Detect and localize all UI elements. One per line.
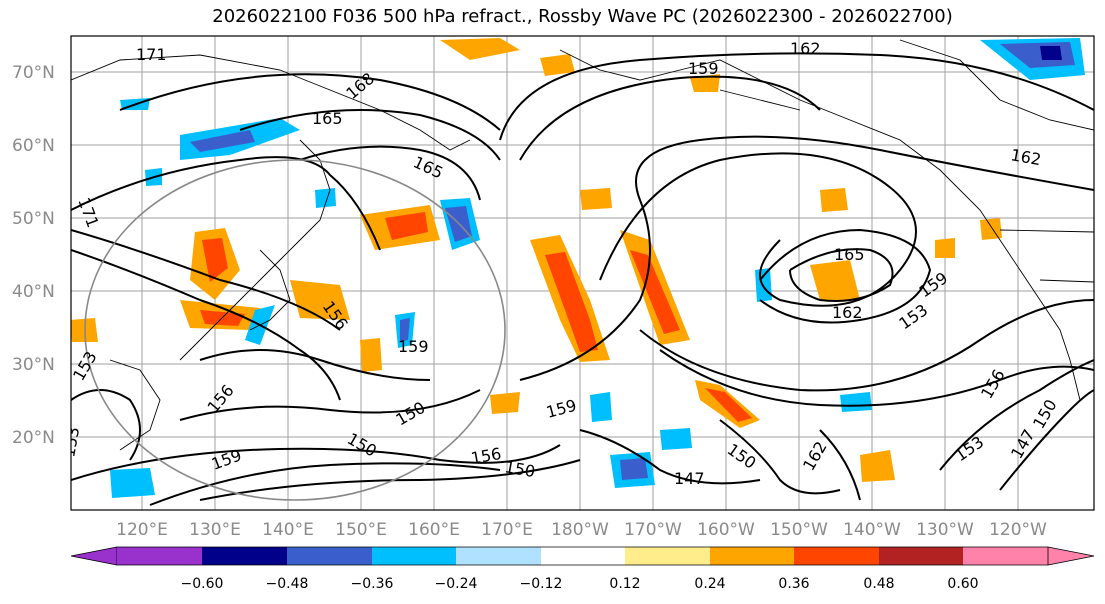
colorbar-segment (541, 547, 625, 565)
colorbar-min-extend (70, 546, 118, 566)
shading-positive (490, 392, 520, 414)
coastlines (71, 39, 1094, 451)
plot-frame (70, 35, 1095, 511)
lon-label: 160°W (697, 520, 755, 540)
shading-positive (690, 74, 720, 92)
colorbar-max-extend (1047, 546, 1095, 566)
contour-label: 171 (136, 45, 167, 64)
contour-label: 165 (834, 245, 865, 264)
contours (71, 52, 1094, 506)
contour-label: 162 (832, 303, 863, 322)
colorbar: −0.60 −0.48 −0.36 −0.24 −0.12 0.12 0.24 … (70, 546, 1095, 592)
colorbar-segment (287, 547, 372, 565)
shading-strong (705, 388, 752, 422)
lon-label: 120°W (989, 520, 1047, 540)
shading-negative (840, 392, 872, 412)
lon-label: 130°W (916, 520, 974, 540)
colorbar-tick: −0.36 (351, 576, 394, 592)
colorbar-tick: −0.60 (181, 576, 224, 592)
shading-positive (580, 188, 612, 210)
shading-very-negative (190, 130, 255, 152)
shading-strong (202, 238, 228, 282)
lon-label: 160°E (408, 520, 460, 540)
colorbar-segment (794, 547, 879, 565)
shading-very-negative (400, 318, 410, 342)
shading-negative (590, 392, 612, 422)
shading-positive (540, 54, 575, 76)
lon-label: 150°E (335, 520, 387, 540)
shading-positive (440, 38, 520, 60)
colorbar-tick: 0.36 (778, 576, 809, 592)
colorbar-tick: −0.24 (435, 576, 478, 592)
shading-positive (810, 260, 860, 300)
colorbar-segment (710, 547, 794, 565)
latitude-labels: 70°N 60°N 50°N 40°N 30°N 20°N (12, 63, 55, 448)
colorbar-tick: 0.12 (609, 576, 640, 592)
shading-negative (110, 468, 155, 498)
map-title: 2026022100 F036 500 hPa refract., Rossby… (212, 6, 953, 27)
colorbar-segment (202, 547, 287, 565)
colorbar-segment (625, 547, 710, 565)
lat-label: 60°N (12, 136, 55, 156)
colorbar-segment (372, 547, 456, 565)
rossby-circle (84, 159, 506, 501)
contour-label: 159 (398, 337, 429, 356)
shading-positive (935, 238, 955, 258)
shading-strong (630, 250, 680, 334)
lon-label: 150°W (770, 520, 828, 540)
shading-strong (385, 212, 428, 240)
lat-label: 30°N (12, 355, 55, 375)
lon-label: 120°E (116, 520, 168, 540)
lat-label: 40°N (12, 282, 55, 302)
shading-very-negative (620, 458, 648, 480)
lat-label: 50°N (12, 209, 55, 229)
colorbar-tick: −0.48 (266, 576, 309, 592)
lon-label: 170°W (624, 520, 682, 540)
colorbar-segment (963, 547, 1048, 565)
colorbar-segment (879, 547, 963, 565)
longitude-labels: 120°E 130°E 140°E 150°E 160°E 170°E 180°… (116, 520, 1047, 540)
shading-positive (71, 318, 98, 342)
shading-negative (660, 428, 692, 450)
contour-label: 165 (312, 109, 343, 128)
contour-label: 147 (674, 469, 705, 488)
colorbar-segment (456, 547, 541, 565)
colorbar-segment (117, 547, 202, 565)
lat-label: 20°N (12, 428, 55, 448)
shading-positive (360, 338, 382, 372)
lon-label: 140°W (843, 520, 901, 540)
lon-label: 140°E (262, 520, 314, 540)
colorbar-tick: 0.24 (694, 576, 725, 592)
shading-positive (860, 450, 895, 482)
colorbar-tick: 0.60 (947, 576, 978, 592)
lon-label: 180°W (551, 520, 609, 540)
shading-positive (820, 188, 848, 212)
colorbar-tick: −0.12 (520, 576, 563, 592)
shading-strong (545, 252, 598, 352)
shading-positive (980, 218, 1002, 240)
contour-label: 162 (790, 39, 821, 58)
lat-label: 70°N (12, 63, 55, 83)
shading-negative (315, 188, 336, 208)
shading-darkest (1040, 46, 1062, 60)
lon-label: 130°E (189, 520, 241, 540)
lon-label: 170°E (481, 520, 533, 540)
colorbar-tick: 0.48 (863, 576, 894, 592)
contour-label: 159 (688, 59, 719, 78)
